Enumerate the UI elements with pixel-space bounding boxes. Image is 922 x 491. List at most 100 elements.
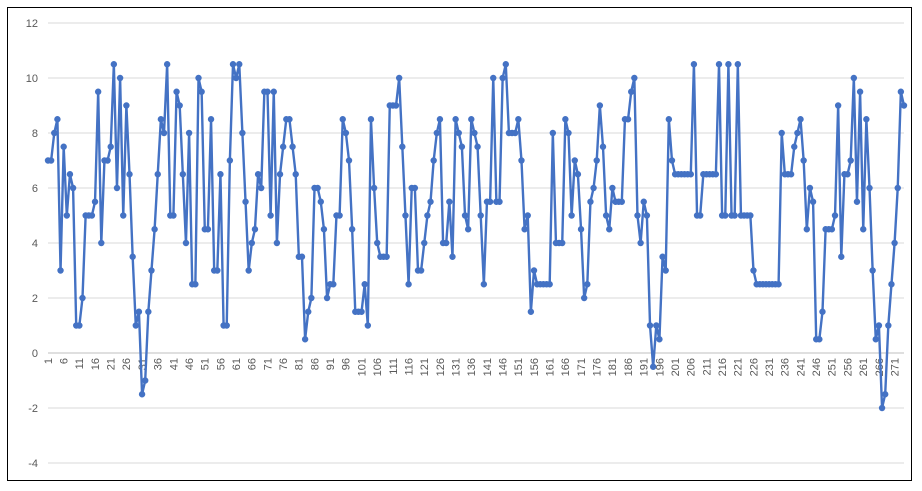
data-point <box>204 226 212 233</box>
data-point <box>239 129 246 137</box>
data-point <box>863 116 870 123</box>
series-line <box>48 63 906 410</box>
data-point <box>787 171 795 178</box>
data-point <box>54 116 61 123</box>
x-tick-label: 211 <box>701 358 713 376</box>
data-point <box>298 253 306 260</box>
data-point <box>339 116 346 123</box>
x-tick-label: 171 <box>576 358 588 376</box>
data-point <box>116 74 124 82</box>
data-point <box>120 212 127 219</box>
data-point <box>549 129 557 137</box>
x-tick-label: 231 <box>764 358 776 376</box>
data-point <box>464 226 472 233</box>
data-point <box>559 239 566 247</box>
data-point <box>643 212 651 219</box>
data-point <box>775 281 782 288</box>
data-point <box>427 198 434 205</box>
x-tick-label: 116 <box>403 358 415 376</box>
data-point <box>869 267 876 274</box>
data-point <box>348 226 356 233</box>
x-tick-label: 186 <box>623 358 635 376</box>
data-point <box>308 294 315 302</box>
x-tick-label: 46 <box>184 358 196 370</box>
data-point <box>132 322 139 329</box>
data-point <box>881 391 889 398</box>
data-point <box>273 239 281 247</box>
data-point <box>803 226 810 233</box>
data-point <box>76 322 83 329</box>
y-tick-label: -2 <box>28 403 38 415</box>
data-point <box>370 184 378 192</box>
data-point <box>725 61 732 68</box>
x-tick-label: 76 <box>278 358 290 370</box>
data-point <box>596 102 604 109</box>
data-point <box>317 198 324 205</box>
data-point <box>113 184 121 192</box>
data-point <box>624 116 632 123</box>
data-point <box>496 198 503 205</box>
x-tick-label: 11 <box>74 358 86 369</box>
x-tick-label: 156 <box>529 358 541 376</box>
x-tick-label: 216 <box>717 358 729 376</box>
data-point <box>731 212 738 219</box>
data-point <box>577 226 585 233</box>
data-point <box>286 116 293 123</box>
x-tick-label: 191 <box>639 358 651 376</box>
x-tick-label: 71 <box>262 358 274 370</box>
data-point <box>411 184 419 192</box>
x-tick-label: 16 <box>90 358 102 370</box>
data-point <box>173 88 180 95</box>
data-point <box>546 281 553 288</box>
data-point <box>565 129 572 137</box>
x-tick-label: 246 <box>811 358 823 376</box>
data-point <box>646 322 654 329</box>
data-point <box>392 102 400 109</box>
x-tick-label: 41 <box>168 358 180 370</box>
data-point <box>838 253 845 260</box>
data-point <box>342 129 350 137</box>
x-tick-label: 6 <box>59 358 71 364</box>
x-tick-label: 26 <box>121 358 133 370</box>
data-point <box>794 129 801 137</box>
data-point <box>747 212 754 219</box>
data-point <box>436 116 444 123</box>
data-point <box>834 102 842 109</box>
data-point <box>888 281 895 288</box>
data-point <box>471 129 478 137</box>
x-tick-label: 226 <box>748 358 760 376</box>
data-point <box>480 281 488 288</box>
y-tick-label: -4 <box>28 458 38 470</box>
data-point <box>715 61 723 68</box>
data-point <box>214 267 221 274</box>
data-point <box>192 281 199 288</box>
data-point <box>449 253 456 260</box>
data-point <box>320 226 328 233</box>
data-point <box>60 143 67 150</box>
data-point <box>433 129 441 137</box>
data-point <box>831 212 839 219</box>
data-point <box>69 184 77 192</box>
data-point <box>361 281 368 288</box>
data-point <box>800 157 807 164</box>
data-point <box>399 143 406 150</box>
data-point <box>305 308 312 315</box>
data-point <box>229 61 237 68</box>
data-point <box>364 322 372 329</box>
data-point <box>640 198 647 205</box>
data-point <box>57 267 64 274</box>
data-point <box>518 157 525 164</box>
x-tick-label: 141 <box>482 358 494 376</box>
data-point <box>185 129 193 137</box>
x-tick-label: 121 <box>419 358 431 376</box>
data-point <box>98 239 105 247</box>
data-point <box>568 212 575 219</box>
data-point <box>236 61 243 68</box>
data-point <box>279 143 287 150</box>
data-point <box>110 61 118 68</box>
data-point <box>599 143 607 150</box>
series-points <box>44 61 908 412</box>
data-point <box>276 171 284 178</box>
y-axis-tick-labels: -4 -2 0 2 4 6 8 10 12 <box>26 18 38 470</box>
data-point <box>443 239 450 247</box>
